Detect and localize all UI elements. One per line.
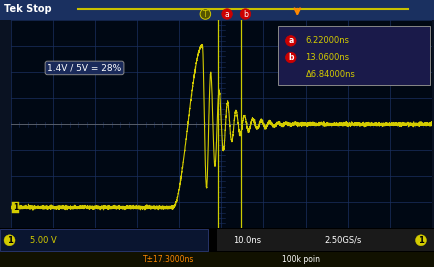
Bar bbox=[217, 230, 434, 251]
Bar bbox=[278, 26, 430, 85]
Text: 2.50GS/s: 2.50GS/s bbox=[324, 236, 362, 245]
Text: b: b bbox=[288, 53, 293, 62]
Text: b: b bbox=[243, 10, 248, 18]
Text: 1: 1 bbox=[13, 203, 18, 212]
Text: 1: 1 bbox=[418, 236, 424, 245]
Text: Δ6.84000ns: Δ6.84000ns bbox=[306, 70, 355, 79]
Text: 1.4V / 5V = 28%: 1.4V / 5V = 28% bbox=[47, 64, 122, 72]
Text: 6.22000ns: 6.22000ns bbox=[306, 36, 349, 45]
Text: T±17.3000ns: T±17.3000ns bbox=[143, 255, 194, 264]
Text: a: a bbox=[225, 10, 230, 18]
Text: 13.0600ns: 13.0600ns bbox=[306, 53, 350, 62]
Text: 5.00 V: 5.00 V bbox=[30, 236, 57, 245]
Text: 1: 1 bbox=[7, 236, 13, 245]
Text: T: T bbox=[203, 10, 208, 18]
Text: 100k poin: 100k poin bbox=[282, 255, 320, 264]
Text: 10.0ns: 10.0ns bbox=[233, 236, 261, 245]
Text: a: a bbox=[288, 36, 293, 45]
Bar bbox=[0, 230, 208, 251]
Text: Tek Stop: Tek Stop bbox=[4, 4, 52, 14]
